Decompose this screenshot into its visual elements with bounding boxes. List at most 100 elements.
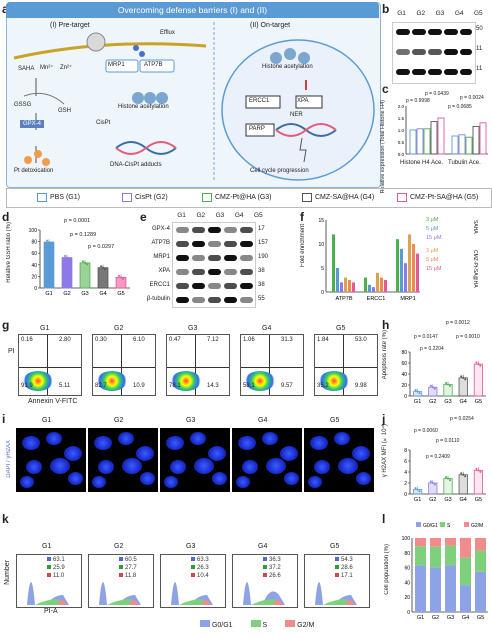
bar bbox=[396, 239, 399, 292]
phase-value: 26.6 bbox=[263, 573, 281, 579]
mw-label: 17 bbox=[258, 226, 265, 232]
bar bbox=[458, 474, 468, 495]
legend-swatch bbox=[37, 193, 47, 202]
data-point bbox=[46, 239, 48, 242]
stacked-bar-segment bbox=[430, 546, 441, 568]
quadrant-value: 1.84 bbox=[317, 337, 329, 343]
phase-value: 60.5 bbox=[119, 557, 137, 563]
blot-band bbox=[240, 255, 253, 261]
quadrant-value: 35.2 bbox=[317, 383, 329, 389]
quadrant-value: 0.47 bbox=[169, 337, 181, 343]
nucleus bbox=[22, 436, 40, 450]
y-tick-label: 60 bbox=[401, 361, 407, 367]
x-tick-label: G2 bbox=[429, 399, 436, 405]
cell-cycle-label: Cell cycle progression bbox=[250, 168, 309, 174]
blot-e bbox=[172, 222, 256, 308]
flow-xlabel: Annexin V-FITC bbox=[28, 398, 78, 405]
nucleus bbox=[118, 432, 134, 445]
x-tick-label: G2 bbox=[63, 291, 70, 297]
bar bbox=[473, 469, 483, 495]
nucleus bbox=[334, 432, 350, 445]
data-point bbox=[102, 266, 104, 269]
legend-label: G2/M bbox=[471, 523, 483, 529]
pvalue: p = 0.1289 bbox=[70, 232, 97, 238]
phase-value: 11.0 bbox=[47, 573, 64, 579]
quadrant-value: 9.57 bbox=[281, 383, 293, 389]
chart-j-ylabel: γ H2AX MFI (×10⁴) bbox=[382, 424, 388, 478]
microscopy-image bbox=[16, 428, 86, 492]
blot-band bbox=[176, 297, 189, 303]
bar bbox=[479, 122, 487, 155]
bar bbox=[458, 377, 468, 397]
data-point bbox=[416, 390, 419, 393]
data-point bbox=[418, 490, 421, 493]
schematic-diagram bbox=[13, 22, 375, 182]
blot-band bbox=[192, 227, 205, 233]
y-tick-label: 1.5 bbox=[398, 116, 405, 121]
x-tick-label: G4 bbox=[460, 399, 467, 405]
bar bbox=[368, 284, 371, 292]
nucleus bbox=[140, 472, 155, 485]
data-point bbox=[475, 467, 478, 470]
data-point bbox=[460, 375, 463, 378]
mw-label: 55 bbox=[258, 296, 265, 302]
pvalue: p = 0.0012 bbox=[446, 320, 470, 326]
blot-b-groups: G1 G2 G3 G4 G5 bbox=[392, 10, 488, 18]
chart-f: 15 10 5 0 ATP7B ERCC1 MRP1 bbox=[318, 218, 420, 302]
x-tick-label: G1 bbox=[414, 497, 421, 503]
phase-value: 37.2 bbox=[263, 565, 281, 571]
blot-row-label: β-tubulin bbox=[146, 296, 170, 302]
x-tick-label: G5 bbox=[117, 291, 124, 297]
nucleus bbox=[170, 460, 186, 474]
x-tick-label: ERCC1 bbox=[367, 296, 386, 302]
x-tick-label: G3 bbox=[81, 291, 88, 297]
blot-band bbox=[224, 297, 237, 303]
data-point bbox=[447, 477, 449, 480]
blot-band bbox=[208, 227, 221, 233]
atp7b-label: ATP7B bbox=[144, 62, 163, 68]
nucleus bbox=[94, 436, 112, 450]
phase-value: 25.9 bbox=[47, 565, 65, 571]
panel-label-b: b bbox=[382, 2, 390, 16]
nucleus bbox=[308, 476, 322, 488]
data-point bbox=[122, 277, 124, 280]
nucleus bbox=[212, 472, 227, 485]
data-point bbox=[449, 384, 451, 387]
bar bbox=[352, 282, 355, 292]
data-point bbox=[445, 476, 447, 479]
group-label: G1 bbox=[177, 212, 186, 219]
legend-entry: 15 μM bbox=[426, 266, 442, 272]
x-tick-label: G5 bbox=[475, 399, 482, 405]
blot-band bbox=[208, 297, 221, 303]
blot-band bbox=[240, 269, 253, 275]
quadrant-value: 10.9 bbox=[133, 383, 145, 389]
legend-label: S bbox=[447, 523, 451, 529]
group-label: G1 bbox=[42, 543, 52, 550]
phase-value: 10.4 bbox=[191, 573, 209, 579]
blot-band bbox=[192, 269, 205, 275]
phase-value: 54.3 bbox=[335, 557, 353, 563]
stacked-bar-segment bbox=[475, 538, 486, 551]
panel-label-h: h bbox=[382, 318, 390, 332]
panel-label-f: f bbox=[300, 210, 304, 224]
stacked-bar-segment bbox=[415, 546, 426, 566]
chart-h: 80 60 40 20 0 G1 G2 G3 G4 G5 bbox=[401, 350, 486, 405]
legend-entry: 15 μM bbox=[426, 235, 442, 241]
histogram-curve bbox=[235, 582, 295, 605]
mw-label: 50 bbox=[476, 26, 483, 32]
data-point bbox=[447, 383, 449, 386]
nucleus bbox=[164, 476, 178, 488]
data-point bbox=[462, 473, 465, 476]
quadrant-value: 2.80 bbox=[59, 337, 71, 343]
y-tick-label: 1.0 bbox=[398, 128, 405, 133]
stacked-bar-segment bbox=[415, 565, 426, 612]
blot-band bbox=[224, 241, 237, 247]
pvalue: p = 0.0001 bbox=[64, 218, 91, 224]
y-tick-label: 15 bbox=[318, 218, 324, 224]
histogram-curve bbox=[307, 582, 367, 605]
bar bbox=[408, 234, 411, 292]
panel-label-c: c bbox=[382, 82, 389, 96]
chart-f-legend: 3 μM 5 μM 15 μM 3 μM 5 μM 15 μM bbox=[426, 216, 441, 274]
group-label: G2 bbox=[114, 543, 124, 550]
y-tick-label: 0.5 bbox=[398, 140, 405, 145]
